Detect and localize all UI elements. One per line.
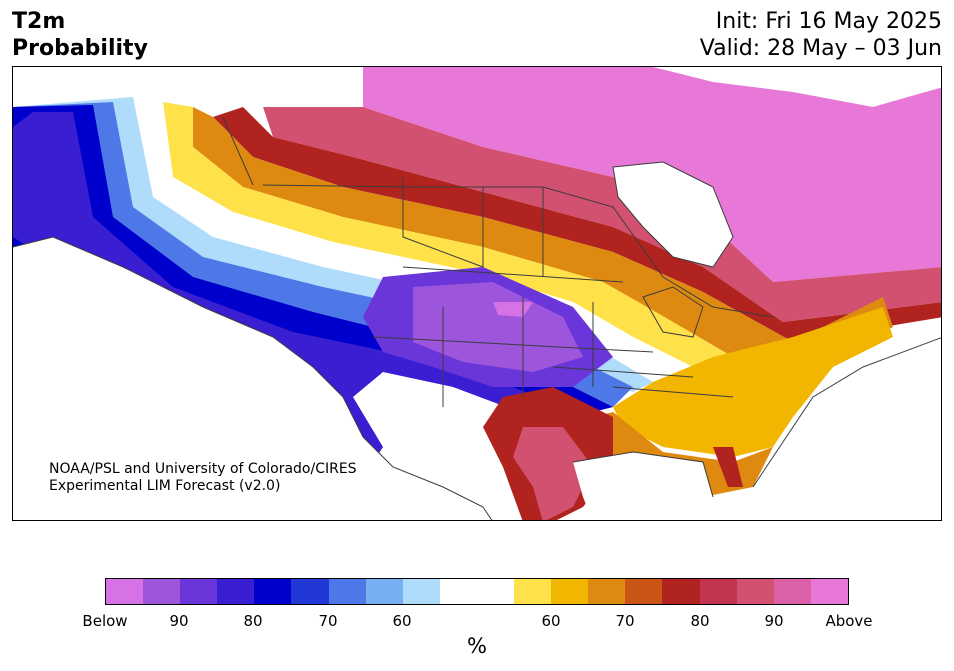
colorbar-segment xyxy=(328,579,366,604)
colorbar-segment xyxy=(254,579,292,604)
colorbar-unit: % xyxy=(467,634,487,658)
attribution-line-1: NOAA/PSL and University of Colorado/CIRE… xyxy=(49,461,357,477)
colorbar-segment xyxy=(810,579,848,604)
southeast-warm-2 xyxy=(573,412,773,497)
colorbar-tick-label: Above xyxy=(825,612,873,630)
state-lines xyxy=(372,266,734,407)
variable-label: T2m xyxy=(12,9,66,34)
attribution-line-2: Experimental LIM Forecast (v2.0) xyxy=(49,478,281,494)
colorbar-segment xyxy=(551,579,589,604)
product-label: Probability xyxy=(12,36,148,61)
attribution: NOAA/PSL and University of Colorado/CIRE… xyxy=(49,461,357,495)
colorbar-tick-label: 70 xyxy=(615,612,635,630)
init-date: Init: Fri 16 May 2025 xyxy=(715,9,942,34)
colorbar-segment xyxy=(365,579,403,604)
colorbar-segment xyxy=(588,579,626,604)
colorbar-segment xyxy=(106,579,144,604)
colorbar-segment xyxy=(773,579,811,604)
probability-colorbar xyxy=(105,578,849,605)
forecast-map xyxy=(12,66,942,521)
colorbar-tick-label: 60 xyxy=(392,612,412,630)
gulf-warm-2 xyxy=(513,427,593,520)
boundaries xyxy=(13,116,941,520)
atlantic-ocean xyxy=(734,337,941,520)
colorbar-tick-label: 90 xyxy=(764,612,784,630)
colorbar-tick-label: Below xyxy=(82,612,128,630)
coastline-east xyxy=(572,337,941,498)
colorbar-segment xyxy=(736,579,774,604)
colorbar-tick-label: 60 xyxy=(541,612,561,630)
band-north-5 xyxy=(163,102,733,367)
colorbar-segment xyxy=(514,579,552,604)
map-canvas xyxy=(13,67,941,520)
colorbar-segment xyxy=(699,579,737,604)
colorbar-tick-label: 80 xyxy=(243,612,263,630)
colorbar-segment xyxy=(439,579,477,604)
great-lakes xyxy=(642,286,704,338)
band-north-3 xyxy=(213,107,941,342)
colorbar-segment xyxy=(217,579,255,604)
southeast-warm-1 xyxy=(613,307,893,457)
colorbar-segment xyxy=(143,579,181,604)
florida xyxy=(713,447,743,487)
colorbar-segment xyxy=(625,579,663,604)
colorbar-segment xyxy=(662,579,700,604)
ocean xyxy=(13,67,941,520)
hudson-bay-coast xyxy=(612,161,734,268)
map-title: T2m Probability xyxy=(12,8,148,62)
hudson-bay xyxy=(613,162,733,267)
pacific-ocean xyxy=(13,237,492,520)
forecast-dates: Init: Fri 16 May 2025 Valid: 28 May – 03… xyxy=(700,8,942,62)
province-lines xyxy=(222,116,544,277)
valid-period: Valid: 28 May – 03 Jun xyxy=(699,36,942,61)
us-canada-border xyxy=(262,184,774,318)
arctic-channels xyxy=(653,67,941,107)
gulf-of-mexico xyxy=(573,452,713,520)
colorbar-segment xyxy=(180,579,218,604)
colorbar-tick-label: 70 xyxy=(318,612,338,630)
colorbar-segment xyxy=(476,579,515,604)
colorbar-segment xyxy=(291,579,329,604)
colorbar-tick-label: 90 xyxy=(169,612,189,630)
band-north-2 xyxy=(263,107,941,322)
colorbar-segment xyxy=(402,579,440,604)
colorbar-tick-label: 80 xyxy=(690,612,710,630)
coastline-west xyxy=(13,236,493,520)
below-band-6 xyxy=(413,282,583,372)
